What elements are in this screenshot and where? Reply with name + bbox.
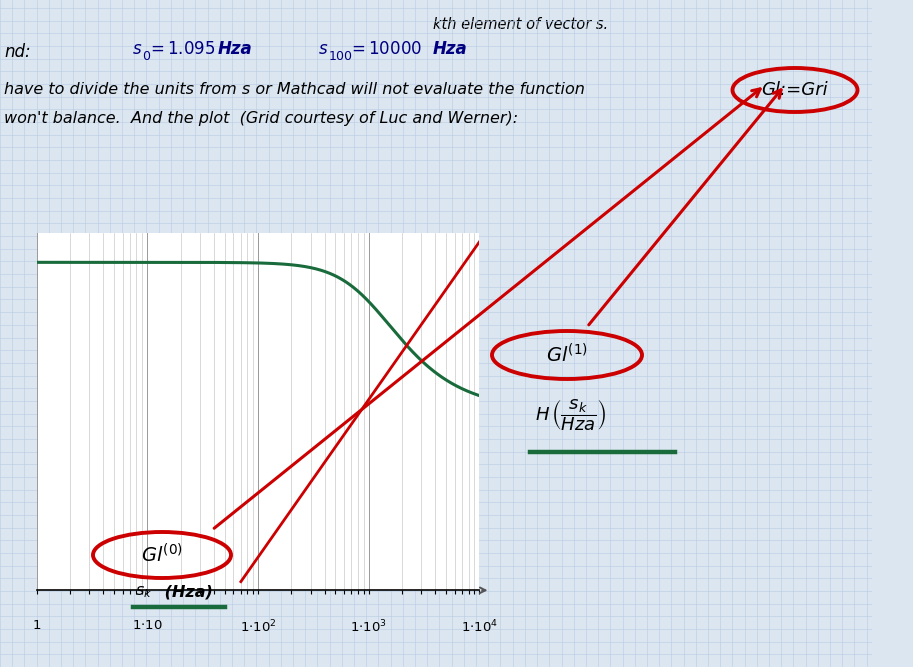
- Text: 1$\cdot$10: 1$\cdot$10: [132, 619, 163, 632]
- Text: $\left(\dfrac{s_k}{Hza}\right)$: $\left(\dfrac{s_k}{Hza}\right)$: [551, 397, 607, 433]
- Text: $0$: $0$: [142, 49, 152, 63]
- Text: kth element of vector s.: kth element of vector s.: [433, 17, 608, 31]
- Text: $Gl^{(0)}$: $Gl^{(0)}$: [141, 544, 184, 566]
- Text: (Hza): (Hza): [159, 584, 213, 600]
- Text: won't balance.  And the plot  (Grid courtesy of Luc and Werner):: won't balance. And the plot (Grid courte…: [4, 111, 518, 125]
- Text: $= 1.095$: $= 1.095$: [147, 40, 215, 58]
- Text: $s_k$: $s_k$: [135, 584, 152, 600]
- Text: 1: 1: [32, 619, 41, 632]
- Text: $s$: $s$: [132, 40, 142, 58]
- Text: have to divide the units from s or Mathcad will not evaluate the function: have to divide the units from s or Mathc…: [4, 83, 585, 97]
- Text: 1$\cdot$10$^2$: 1$\cdot$10$^2$: [239, 619, 277, 636]
- Text: 1$\cdot$10$^3$: 1$\cdot$10$^3$: [351, 619, 387, 636]
- Text: $100$: $100$: [328, 49, 353, 63]
- Text: $Gl^{(1)}$: $Gl^{(1)}$: [546, 344, 588, 367]
- Text: $H$: $H$: [535, 406, 550, 424]
- Text: $= 10000$: $= 10000$: [348, 40, 422, 58]
- Text: Hza: Hza: [218, 40, 253, 58]
- Text: $s$: $s$: [318, 40, 329, 58]
- Text: nd:: nd:: [4, 43, 31, 61]
- Text: Hza: Hza: [433, 40, 467, 58]
- Text: Gl:=Gri: Gl:=Gri: [761, 81, 828, 99]
- Text: 1$\cdot$10$^4$: 1$\cdot$10$^4$: [461, 619, 498, 636]
